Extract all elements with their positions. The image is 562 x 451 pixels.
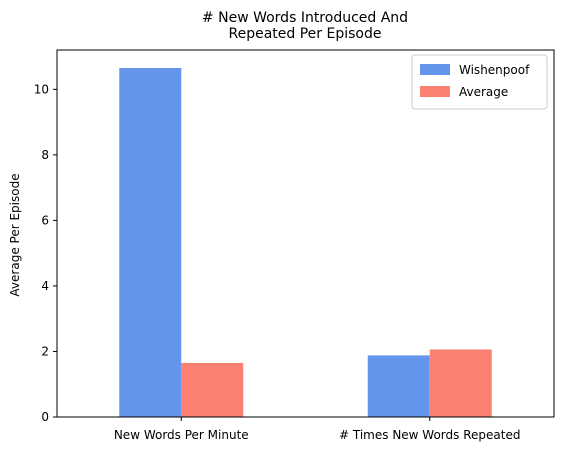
chart-title-line-2: Repeated Per Episode bbox=[229, 26, 382, 42]
legend-label-wishenpoof: Wishenpoof bbox=[459, 63, 530, 77]
x-tick-label: # Times New Words Repeated bbox=[339, 428, 520, 442]
y-tick-label: 6 bbox=[41, 213, 49, 227]
y-tick-label: 4 bbox=[41, 279, 49, 293]
y-tick-label: 10 bbox=[34, 82, 49, 96]
legend-swatch-wishenpoof bbox=[420, 64, 450, 75]
bar-average-1 bbox=[429, 349, 492, 417]
bar-wishenpoof-1 bbox=[367, 355, 430, 417]
chart-title: # New Words Introduced And Repeated Per … bbox=[202, 10, 408, 42]
legend-label-average: Average bbox=[459, 85, 508, 99]
plot-frame bbox=[56, 49, 555, 418]
plot-area: 0 2 4 6 8 10 New Words Per Minute # Times New W… bbox=[34, 49, 555, 442]
bar-average-0 bbox=[181, 362, 244, 417]
y-tick-label: 2 bbox=[41, 344, 49, 358]
legend-swatch-average bbox=[420, 86, 450, 97]
x-tick-label: New Words Per Minute bbox=[114, 428, 249, 442]
y-tick-label: 8 bbox=[41, 148, 49, 162]
y-tick-label: 0 bbox=[41, 410, 49, 424]
chart-title-line-1: # New Words Introduced And bbox=[202, 10, 408, 26]
y-axis-label: Average Per Episode bbox=[8, 173, 22, 296]
bar-wishenpoof-0 bbox=[119, 68, 182, 417]
